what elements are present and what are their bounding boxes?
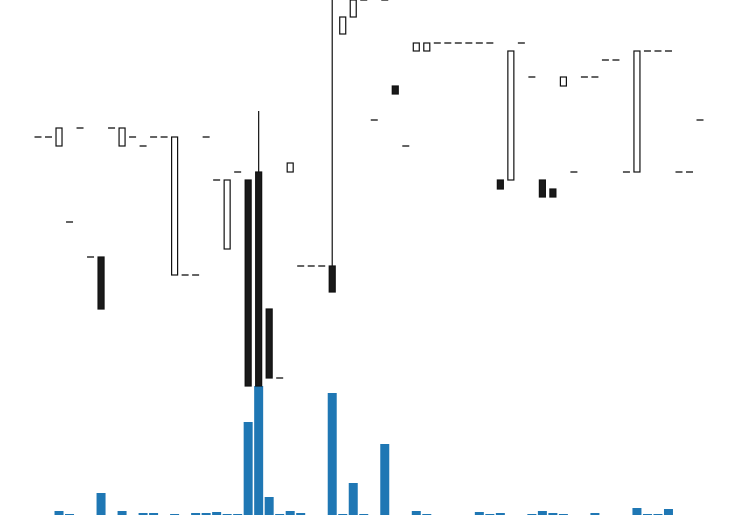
candle-body [55, 127, 63, 147]
volume-bar [537, 511, 547, 515]
candle-body [223, 179, 231, 250]
volume-bar [285, 511, 295, 515]
volume-bar [548, 513, 558, 515]
candle-body [286, 162, 294, 173]
candle-body [549, 188, 557, 198]
candle-body [412, 42, 420, 52]
candle-body [391, 85, 399, 95]
candle-body [265, 308, 273, 379]
volume-bar [96, 493, 106, 515]
volume-bar [495, 513, 505, 515]
volume-bar [348, 483, 358, 515]
volume-bar [117, 511, 127, 515]
volume-bar [327, 393, 337, 515]
candle-body [339, 16, 347, 35]
candle-body [559, 76, 567, 87]
volume-bar [474, 512, 484, 515]
volume-bar [212, 512, 222, 515]
candle-body [255, 171, 263, 387]
volume-bar [264, 497, 274, 515]
volume-bar [254, 386, 264, 515]
volume-bar [663, 509, 673, 515]
volume-bar [590, 513, 600, 515]
volume-bar [296, 513, 306, 515]
candle-body [171, 136, 179, 276]
volume-bar [54, 511, 64, 515]
candle-body [328, 265, 336, 293]
volume-bar [191, 513, 201, 515]
volume-bar [411, 511, 421, 515]
volume-bar [149, 513, 159, 515]
volume-bar [632, 508, 642, 515]
candle-body [633, 50, 641, 173]
candle-body [538, 179, 546, 198]
candle-body [423, 42, 431, 52]
candle-body [118, 127, 126, 147]
volume-bar [243, 422, 253, 515]
candle-body [507, 50, 515, 181]
candle-body [97, 256, 105, 310]
candle-body [244, 179, 252, 387]
volume-bar [380, 444, 390, 515]
volume-bar [138, 513, 148, 515]
candle-body [349, 0, 357, 18]
candle-body [496, 179, 504, 190]
volume-bar [201, 513, 211, 515]
